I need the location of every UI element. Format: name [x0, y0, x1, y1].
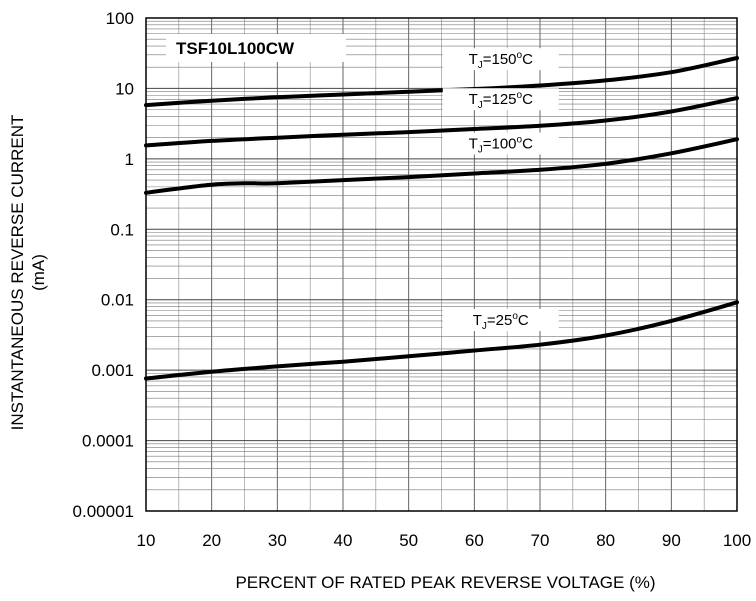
y-tick-label: 0.01	[101, 291, 134, 310]
x-tick-label: 10	[137, 531, 156, 550]
y-axis-unit: (mA)	[29, 254, 48, 291]
chart-title: TSF10L100CW	[176, 39, 295, 58]
series-label-background	[442, 132, 559, 155]
series-line	[144, 56, 739, 108]
series-label: TJ=125oC	[442, 88, 559, 111]
series-line	[144, 300, 739, 381]
series-label: TJ=100oC	[442, 132, 559, 156]
y-tick-label: 10	[115, 79, 134, 98]
x-tick-label: 30	[268, 531, 287, 550]
title-box: TSF10L100CW	[166, 34, 346, 62]
curves	[144, 56, 739, 381]
series-labels: TJ=150oC TJ=125oC TJ=100oC TJ=25oC	[442, 48, 559, 332]
x-tick-label: 100	[723, 531, 751, 550]
y-tick-label: 0.1	[110, 220, 134, 239]
x-tick-label: 50	[399, 531, 418, 550]
series-label-background	[442, 88, 559, 111]
x-tick-label: 40	[334, 531, 353, 550]
y-tick-label: 0.0001	[82, 432, 134, 451]
x-tick-label: 80	[596, 531, 615, 550]
y-tick-label: 0.001	[91, 361, 134, 380]
y-axis-ticks: 100 10 1 0.1 0.01 0.001 0.0001 0.00001	[73, 9, 134, 521]
x-axis-ticks: 10 20 30 40 50 60 70 80 90 100	[137, 531, 752, 550]
plot-frame	[145, 17, 738, 512]
series-label-text: TJ=150oC	[469, 50, 534, 71]
y-tick-label: 100	[106, 9, 134, 28]
y-tick-label: 1	[125, 150, 134, 169]
series-line	[144, 96, 739, 148]
series-line	[144, 137, 739, 195]
x-axis-title: PERCENT OF RATED PEAK REVERSE VOLTAGE (%…	[235, 573, 655, 592]
y-tick-label: 0.00001	[73, 502, 134, 521]
x-tick-label: 20	[202, 531, 221, 550]
x-tick-label: 70	[531, 531, 550, 550]
y-axis-title: INSTANTANEOUS REVERSE CURRENT	[8, 115, 27, 431]
series-label: TJ=150oC	[442, 48, 559, 71]
title-box-background	[166, 34, 346, 62]
series-label-background	[442, 309, 559, 332]
series-label-text: TJ=25oC	[473, 311, 529, 332]
x-tick-label: 90	[662, 531, 681, 550]
series-label-background	[442, 48, 559, 71]
series-label-text: TJ=100oC	[469, 135, 534, 156]
series-label-text: TJ=125oC	[469, 90, 534, 111]
series-label: TJ=25oC	[442, 309, 559, 332]
x-tick-label: 60	[465, 531, 484, 550]
